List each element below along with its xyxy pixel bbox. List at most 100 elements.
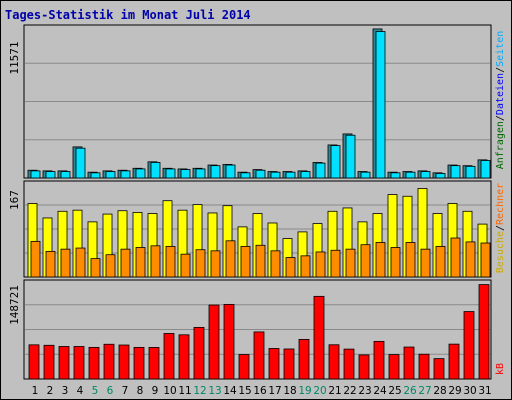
x-day-label: 2 (47, 385, 54, 397)
bar-kb (118, 344, 130, 380)
bar-rechner (120, 248, 131, 278)
bar-dateien (330, 145, 341, 179)
bar-kb (58, 346, 70, 380)
bar-dateien (60, 171, 71, 179)
chart-title: Tages-Statistik im Monat Juli 2014 (5, 8, 251, 22)
bar-dateien (420, 171, 431, 179)
bar-dateien (390, 172, 401, 179)
bar-rechner (480, 242, 491, 278)
bar-rechner (345, 248, 356, 278)
bar-rechner (270, 250, 281, 278)
bar-rechner (435, 245, 446, 278)
bar-kb (73, 346, 85, 380)
x-day-label: 3 (62, 385, 69, 397)
x-day-label: 28 (433, 385, 446, 397)
bar-dateien (315, 162, 326, 179)
series-label: Anfragen/Dateien/Seiten (495, 31, 506, 170)
bar-kb (418, 353, 430, 380)
x-day-label: 1 (32, 385, 39, 397)
bar-rechner (180, 253, 191, 278)
bar-dateien (135, 168, 146, 179)
bar-kb (88, 346, 100, 380)
bar-kb (328, 344, 340, 380)
x-day-label: 18 (283, 385, 296, 397)
x-day-label: 14 (223, 385, 237, 397)
bar-dateien (45, 171, 56, 179)
bar-dateien (120, 170, 131, 179)
x-axis-labels: 1 2 3 4 5 6 7 8 9 10 11 12 13 14 15 16 17 18 19 20 21 22 23 24 2… (32, 385, 492, 397)
bar-dateien (285, 171, 296, 179)
bar-rechner (405, 242, 416, 278)
bar-rechner (300, 255, 311, 278)
bar-rechner (30, 240, 41, 278)
bar-kb (163, 333, 175, 380)
bar-kb (178, 334, 190, 380)
bar-dateien (210, 165, 221, 179)
bar-dateien (435, 173, 446, 179)
bar-kb (373, 340, 385, 380)
bar-rechner (195, 249, 206, 278)
x-day-label: 24 (373, 385, 387, 397)
series-label: Besuche/Rechner (495, 183, 506, 273)
bar-kb (448, 343, 460, 380)
bar-rechner (60, 248, 71, 278)
bar-dateien (75, 147, 86, 179)
bar-dateien (405, 171, 416, 179)
bar-dateien (480, 160, 491, 179)
x-day-label: 16 (253, 385, 267, 397)
bar-rechner (375, 242, 386, 278)
x-day-label: 17 (268, 385, 281, 397)
bar-dateien (90, 172, 101, 179)
right-series-labels: Anfragen/Dateien/Seiten Besuche/Rechner kB (495, 31, 506, 375)
bar-kb (313, 295, 325, 380)
series-label: kB (495, 363, 506, 375)
x-day-label: 27 (418, 385, 431, 397)
x-day-label: 19 (298, 385, 311, 397)
x-day-label: 29 (448, 385, 461, 397)
bar-dateien (300, 171, 311, 179)
bar-dateien (30, 170, 41, 179)
bar-dateien (465, 165, 476, 179)
x-day-label: 12 (193, 385, 206, 397)
bar-rechner (135, 247, 146, 278)
bar-kb (253, 331, 265, 380)
bar-rechner (75, 247, 86, 278)
bar-kb (148, 347, 160, 380)
bar-dateien (450, 165, 461, 179)
bar-rechner (210, 250, 221, 278)
bar-dateien (255, 169, 266, 179)
bar-kb (208, 304, 220, 380)
bar-marks (27, 28, 491, 380)
x-day-label: 5 (92, 385, 99, 397)
x-day-label: 8 (137, 385, 144, 397)
x-day-label: 9 (152, 385, 159, 397)
x-day-label: 30 (463, 385, 476, 397)
x-day-label: 22 (343, 385, 356, 397)
bar-kb (298, 338, 310, 380)
bar-rechner (105, 254, 116, 278)
bar-kb (433, 358, 445, 380)
x-day-label: 25 (388, 385, 401, 397)
bar-dateien (240, 172, 251, 179)
bar-rechner (360, 244, 371, 278)
x-day-label: 6 (107, 385, 114, 397)
bar-dateien (360, 171, 371, 179)
bar-rechner (420, 248, 431, 278)
bar-dateien (180, 169, 191, 179)
bar-dateien (165, 168, 176, 179)
bar-rechner (45, 250, 56, 278)
y-axis-labels: 11571 167 148721 (8, 41, 21, 324)
bar-kb (43, 344, 55, 380)
bar-kb (283, 348, 295, 380)
x-day-label: 11 (178, 385, 191, 397)
bar-rechner (390, 247, 401, 278)
bar-kb (103, 343, 115, 380)
x-day-label: 26 (403, 385, 417, 397)
bar-dateien (225, 164, 236, 179)
bar-dateien (270, 171, 281, 179)
bar-kb (268, 348, 280, 380)
x-day-label: 13 (208, 385, 221, 397)
bar-rechner (225, 240, 236, 278)
bar-dateien (150, 162, 161, 179)
